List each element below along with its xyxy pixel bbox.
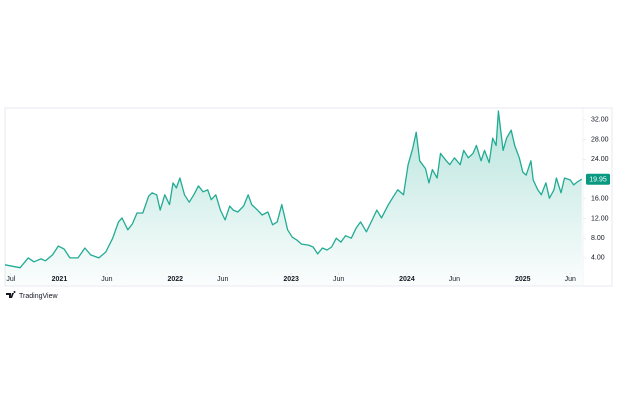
area-fill bbox=[5, 111, 582, 285]
last-price-label: 19.95 bbox=[589, 177, 607, 184]
y-tick-label: 24.00 bbox=[591, 156, 609, 163]
price-line bbox=[4, 110, 583, 269]
y-tick-label: 16.00 bbox=[591, 196, 609, 203]
brand-name: TradingView bbox=[19, 293, 58, 300]
y-tick-label: 8.00 bbox=[591, 235, 605, 242]
last-price-badge bbox=[586, 173, 610, 185]
y-tick-label: 32.00 bbox=[591, 117, 609, 124]
y-tick-label: 28.00 bbox=[591, 136, 609, 143]
y-tick-label: 4.00 bbox=[591, 255, 605, 262]
brand-logo bbox=[6, 291, 16, 298]
chart-frame bbox=[4, 107, 613, 287]
y-tick-label: 12.00 bbox=[591, 215, 609, 222]
